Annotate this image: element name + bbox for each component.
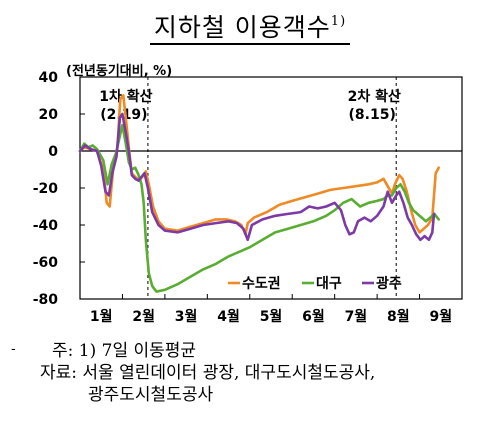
- chart-title: 지하철 이용객수1): [149, 13, 351, 45]
- event-label: 1차 확산: [99, 88, 152, 105]
- series-line: [78, 94, 440, 236]
- x-tick-label: 4월: [217, 308, 240, 325]
- note-line: 주: 1) 7일 이동평균: [52, 341, 197, 361]
- legend-label: 광주: [376, 275, 402, 292]
- chart-title-wrap: 지하철 이용객수1): [0, 8, 500, 45]
- source-line-1: 자료: 서울 열린데이터 광장, 대구도시철도공사,: [40, 363, 376, 383]
- x-tick-label: 7월: [345, 308, 368, 325]
- x-tick-label: 6월: [302, 308, 325, 325]
- source-line-2: 광주도시철도공사: [88, 385, 214, 405]
- legend-label: 대구: [316, 276, 342, 292]
- event-label: 2차 확산: [348, 88, 401, 105]
- y-tick-label: -40: [33, 218, 59, 234]
- y-tick-label: 0: [48, 144, 58, 160]
- y-tick-label: -20: [33, 181, 59, 197]
- x-tick-label: 3월: [175, 308, 198, 325]
- left-dash-mark: -: [11, 342, 16, 357]
- x-tick-label: 9월: [429, 308, 452, 325]
- notes-block: 주: 1) 7일 이동평균 자료: 서울 열린데이터 광장, 대구도시철도공사,…: [40, 340, 375, 406]
- series-line: [78, 112, 436, 242]
- y-tick-label: -60: [33, 255, 59, 271]
- title-footnote-marker: 1): [330, 13, 347, 29]
- line-chart: -80 -60 -40 -20 0 20 40 1월 2월 3월 4월 5월 6월 7월 8월 9월 1차 확산…: [33, 70, 463, 325]
- unit-label: (전년동기대비, %): [66, 64, 173, 79]
- y-tick-label: 20: [39, 107, 59, 123]
- x-tick-label: 8월: [387, 308, 410, 325]
- x-tick-label: 2월: [132, 308, 155, 325]
- x-tick-label: 1월: [90, 308, 113, 325]
- event-date-label: (8.15): [349, 107, 396, 123]
- legend-label: 수도권: [242, 276, 281, 292]
- chart-title-text: 지하철 이용객수: [153, 13, 331, 42]
- y-tick-label: -80: [33, 292, 59, 308]
- y-tick-label: 40: [39, 70, 59, 86]
- x-tick-label: 5월: [260, 308, 283, 325]
- series-line: [78, 123, 440, 293]
- event-date-label: (2.19): [100, 107, 147, 123]
